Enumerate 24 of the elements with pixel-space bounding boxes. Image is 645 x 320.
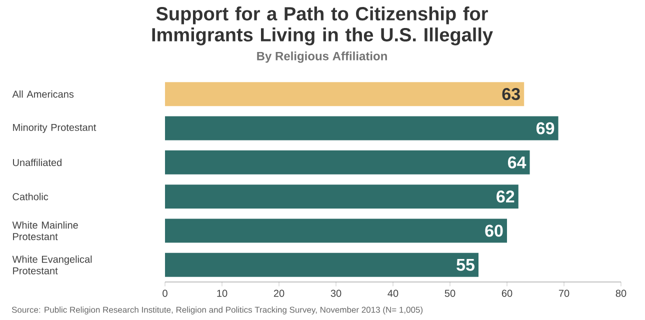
x-tick-label: 60 [502,290,512,297]
y-tick-label: Unaffiliated [13,158,62,166]
data-label: 69 [536,122,554,134]
y-tick-label: Catholic [12,192,48,200]
data-label: 62 [496,190,514,203]
x-tick-label: 40 [388,290,398,297]
source-note: Source: Public Religion Research Institute, Religion and Politics Tracking Survey, November 2013 (N= 1,005) [12,306,423,314]
x-tick-label: 20 [274,290,284,297]
data-label: 64 [508,156,526,168]
x-tick-label: 70 [558,290,570,297]
x-tick-label: 50 [444,290,456,297]
data-label: 60 [485,224,503,237]
x-tick-label: 10 [217,290,228,297]
chart-title: Support for a Path to Citizenship for Immigrants Living in the U.S. Illegally [152,6,493,46]
x-tick-label: 0 [162,290,168,297]
x-tick-label: 80 [616,290,626,297]
y-tick-label: White Evangelical Protestant [12,255,92,274]
y-tick-label: White Mainline Protestant [12,221,78,240]
chart-subtitle: By Religious Affiliation [257,52,387,63]
y-tick-label: All Americans [12,90,74,98]
x-tick-label: 30 [330,290,342,297]
data-label: 55 [456,258,474,271]
y-tick-label: Minority Protestant [13,124,96,133]
data-label: 63 [502,88,520,100]
